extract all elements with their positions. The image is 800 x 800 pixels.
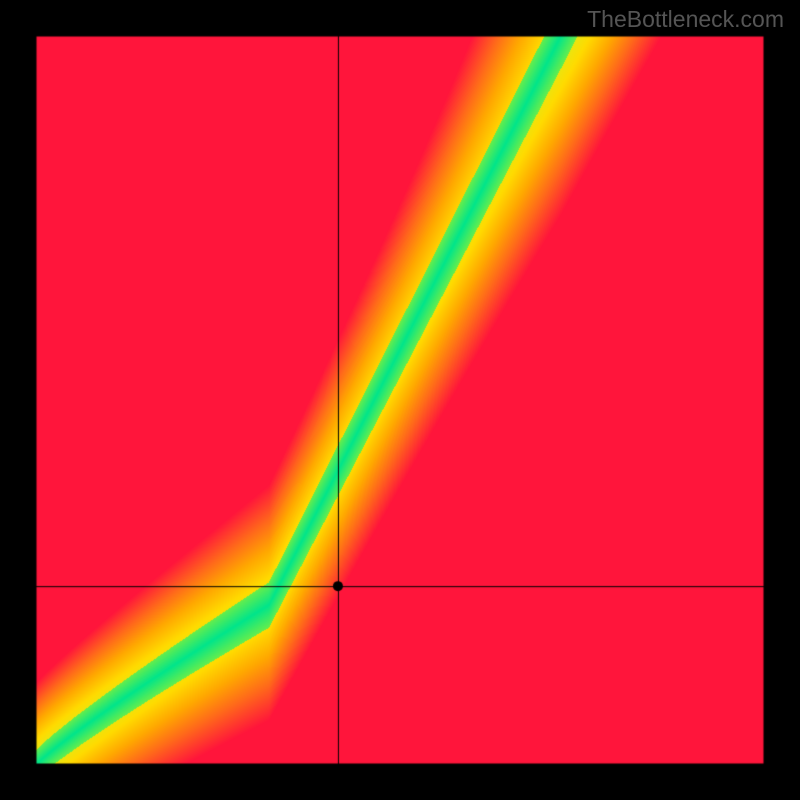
- watermark-text: TheBottleneck.com: [587, 6, 784, 33]
- heatmap-canvas: [0, 0, 800, 800]
- chart-container: TheBottleneck.com: [0, 0, 800, 800]
